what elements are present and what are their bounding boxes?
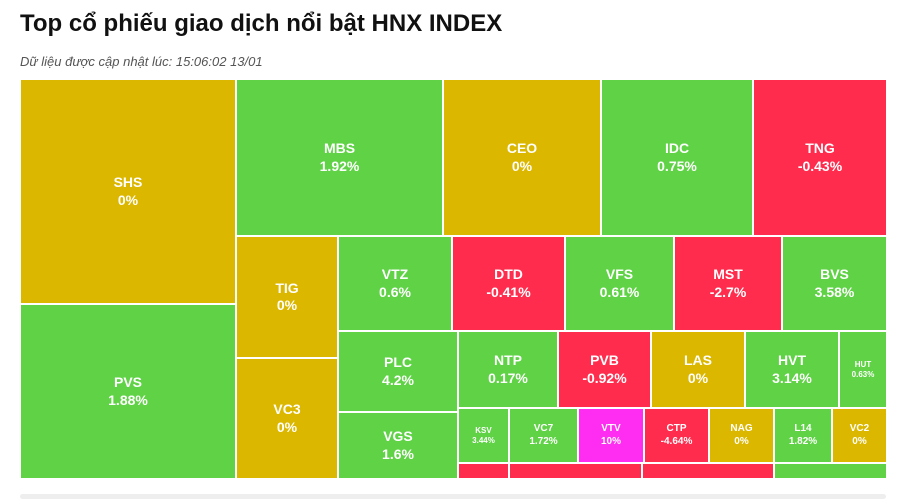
tile-symbol: TNG <box>805 140 835 156</box>
tile-mbs[interactable]: MBS 1.92% <box>236 79 443 236</box>
tile-dtd[interactable]: DTD -0.41% <box>452 236 565 331</box>
tile-change: -0.43% <box>797 157 843 174</box>
tile-vgs[interactable]: VGS 1.6% <box>338 412 458 479</box>
tile-tng[interactable]: TNG -0.43% <box>753 79 887 236</box>
page-title: Top cổ phiếu giao dịch nổi bật HNX INDEX <box>20 10 503 37</box>
tile-change: 0.75% <box>657 157 697 174</box>
tile-symbol: SHS <box>113 174 143 190</box>
tile-change: 1.82% <box>788 435 818 447</box>
tile-change: 10% <box>600 435 621 447</box>
tile-symbol: VC7 <box>533 423 554 434</box>
tile-ceo[interactable]: CEO 0% <box>443 79 601 236</box>
tile-bvs[interactable]: BVS 3.58% <box>782 236 887 331</box>
tile-change: 0.17% <box>488 369 528 386</box>
tile-pvb[interactable]: PVB -0.92% <box>558 331 651 408</box>
tile-nag[interactable]: NAG 0% <box>709 408 774 463</box>
tile-change: 0% <box>276 297 298 313</box>
tile-symbol: VTZ <box>381 266 409 282</box>
tile-vtz[interactable]: VTZ 0.6% <box>338 236 452 331</box>
tile-ctp[interactable]: CTP -4.64% <box>644 408 709 463</box>
tile-symbol: MBS <box>323 140 356 156</box>
tile-change: 3.44% <box>472 435 495 445</box>
tile-change: -0.41% <box>486 283 531 300</box>
tile-change: -4.64% <box>660 435 693 447</box>
tile-filler-30[interactable] <box>774 463 887 479</box>
tile-vc3[interactable]: VC3 0% <box>236 358 338 479</box>
tile-symbol: VC2 <box>849 423 870 434</box>
tile-symbol: L14 <box>794 423 812 434</box>
tile-symbol: PLC <box>384 354 412 370</box>
tile-change: 0% <box>511 157 533 174</box>
tile-vc7[interactable]: VC7 1.72% <box>509 408 578 463</box>
tile-symbol: HVT <box>778 352 806 368</box>
tile-symbol: PVS <box>113 374 142 390</box>
tile-change: 4.2% <box>382 371 414 388</box>
tile-change: 0% <box>687 369 709 386</box>
tile-symbol: VTV <box>601 423 621 434</box>
tile-l14[interactable]: L14 1.82% <box>774 408 832 463</box>
tile-change: 1.6% <box>382 445 414 462</box>
tile-vfs[interactable]: VFS 0.61% <box>565 236 674 331</box>
tile-filler-27[interactable] <box>458 463 509 479</box>
tile-las[interactable]: LAS 0% <box>651 331 745 408</box>
tile-plc[interactable]: PLC 4.2% <box>338 331 458 412</box>
tile-ksv[interactable]: KSV 3.44% <box>458 408 509 463</box>
tile-symbol: PVB <box>590 352 619 368</box>
tile-symbol: MST <box>713 266 743 282</box>
tile-symbol: VGS <box>383 428 413 444</box>
tile-change: 1.92% <box>319 157 360 174</box>
tile-vc2[interactable]: VC2 0% <box>832 408 887 463</box>
tile-change: 3.58% <box>814 283 855 300</box>
tile-change: 1.72% <box>529 435 558 447</box>
tile-hvt[interactable]: HVT 3.14% <box>745 331 839 408</box>
tile-change: 3.14% <box>772 369 812 386</box>
tile-shs[interactable]: SHS 0% <box>20 79 236 304</box>
tile-change: 0.61% <box>599 283 640 300</box>
tile-symbol: BVS <box>820 266 849 282</box>
tile-change: 0% <box>276 418 298 435</box>
tile-change: -2.7% <box>709 283 747 300</box>
tile-symbol: VC3 <box>273 401 301 417</box>
tile-symbol: DTD <box>494 266 523 282</box>
tile-idc[interactable]: IDC 0.75% <box>601 79 753 236</box>
tile-symbol: VFS <box>605 266 634 282</box>
tile-symbol: KSV <box>475 425 492 435</box>
tile-tig[interactable]: TIG 0% <box>236 236 338 358</box>
tile-change: 0.6% <box>379 283 411 300</box>
tile-mst[interactable]: MST -2.7% <box>674 236 782 331</box>
tile-filler-28[interactable] <box>509 463 642 479</box>
tile-symbol: HUT <box>854 359 872 369</box>
update-timestamp: Dữ liệu được cập nhật lúc: 15:06:02 13/0… <box>20 54 263 69</box>
tile-change: 0% <box>734 435 749 447</box>
tile-symbol: CTP <box>666 423 687 434</box>
tile-pvs[interactable]: PVS 1.88% <box>20 304 236 479</box>
tile-symbol: IDC <box>664 140 690 156</box>
tile-symbol: TIG <box>275 279 299 296</box>
tile-change: 0% <box>117 191 139 208</box>
tile-symbol: LAS <box>684 352 712 368</box>
bottom-scrollbar[interactable] <box>20 494 886 499</box>
tile-change: -0.92% <box>582 369 627 386</box>
tile-symbol: NAG <box>730 423 753 434</box>
tile-change: 0% <box>852 435 867 447</box>
tile-symbol: CEO <box>506 140 538 156</box>
tile-filler-29[interactable] <box>642 463 774 479</box>
tile-ntp[interactable]: NTP 0.17% <box>458 331 558 408</box>
tile-symbol: NTP <box>494 352 522 368</box>
tile-hut[interactable]: HUT 0.63% <box>839 331 887 408</box>
tile-change: 0.63% <box>851 369 875 379</box>
tile-change: 1.88% <box>108 391 148 408</box>
tile-vtv[interactable]: VTV 10% <box>578 408 644 463</box>
